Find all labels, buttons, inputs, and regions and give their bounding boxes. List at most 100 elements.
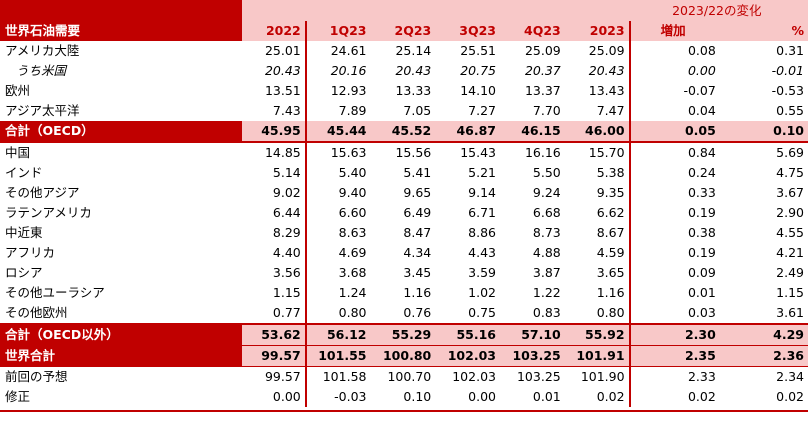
value-cell: 3.59 [468, 265, 496, 280]
value-cell: 53.62 [242, 324, 306, 346]
change-title: 2023/22の変化 [629, 0, 808, 21]
row-label: インド [5, 165, 43, 180]
value-cell: 1.24 [304, 283, 371, 303]
value-cell: 9.02 [272, 185, 301, 200]
value-cell: 13.37 [524, 83, 561, 98]
value-cell: 7.27 [468, 103, 496, 118]
table-row: その他ユーラシア 1.15 1.24 1.16 1.02 1.22 1.16 0.01 1.15 [0, 283, 808, 303]
table-row: その他アジア 9.02 9.40 9.65 9.14 9.24 9.35 0.33 3.67 [0, 183, 808, 203]
value-cell: 1.02 [468, 285, 496, 300]
value-cell: 15.63 [304, 142, 371, 163]
value-cell: 15.70 [588, 145, 625, 160]
value-cell: 7.47 [596, 103, 625, 118]
table-row: 合計（OECD） 45.95 45.44 45.52 46.87 46.15 46.00 0.… [0, 121, 808, 143]
row-label: 修正 [5, 389, 31, 404]
value-cell: 5.50 [532, 165, 561, 180]
table-row: その他欧州 0.77 0.80 0.76 0.75 0.83 0.80 0.03 3.61 [0, 303, 808, 325]
value-cell: 6.60 [304, 203, 371, 223]
world-oil-demand-table: 2023/22の変化 世界石油需要 2022 1Q23 2Q23 3Q23 4Q… [0, 0, 808, 407]
change-percent-cell: 2.90 [776, 205, 804, 220]
value-cell: 46.15 [499, 121, 565, 143]
value-cell: 100.70 [370, 366, 436, 387]
row-label: アジア太平洋 [5, 103, 80, 118]
header-title-cell-top [0, 0, 243, 21]
change-increase-cell: 0.09 [628, 263, 720, 283]
period-header: 3Q23 [435, 21, 500, 41]
table-title: 世界石油需要 [0, 21, 243, 41]
value-cell: 14.85 [264, 145, 301, 160]
value-cell: 9.35 [596, 185, 625, 200]
value-cell: 3.65 [596, 265, 625, 280]
period-header: 4Q23 [499, 21, 565, 41]
change-percent-cell: 3.61 [719, 303, 808, 325]
row-label: 中国 [5, 145, 31, 160]
value-cell: 25.01 [264, 43, 301, 58]
change-percent-cell: 4.55 [776, 225, 804, 240]
change-increase-header: 増加 [628, 21, 720, 41]
change-percent-cell: -0.01 [771, 63, 804, 78]
value-cell: 20.37 [524, 63, 561, 78]
value-cell: 6.62 [596, 205, 625, 220]
value-cell: 5.14 [272, 165, 301, 180]
value-cell: 100.80 [370, 345, 436, 367]
table-row: アメリカ大陸 25.01 24.61 25.14 25.51 25.09 25.09 0.08… [0, 41, 808, 61]
value-cell: 8.73 [532, 225, 561, 240]
value-cell: 0.77 [242, 303, 306, 325]
change-increase-cell: 0.19 [628, 203, 720, 223]
change-increase-cell: 0.03 [628, 303, 720, 325]
value-cell: 1.16 [403, 285, 432, 300]
value-cell: 9.65 [403, 185, 432, 200]
value-cell: 9.40 [304, 183, 371, 203]
table-row: ロシア 3.56 3.68 3.45 3.59 3.87 3.65 0.09 2.49 [0, 263, 808, 283]
value-cell: 5.21 [468, 165, 496, 180]
value-cell: 99.57 [242, 345, 306, 367]
value-cell: 55.29 [370, 324, 436, 346]
change-increase-cell: 2.33 [628, 366, 720, 387]
value-cell: 0.80 [564, 303, 630, 325]
period-header: 1Q23 [304, 21, 371, 41]
change-percent-cell: 5.69 [776, 145, 804, 160]
change-increase-cell: 0.04 [628, 101, 720, 121]
table-row: 世界合計 99.57 101.55 100.80 102.03 103.25 101.91 2… [0, 345, 808, 367]
row-label: 前回の予想 [0, 366, 243, 387]
value-cell: 8.86 [468, 225, 496, 240]
value-cell: 55.92 [564, 324, 630, 346]
value-cell: 8.29 [272, 225, 301, 240]
period-header: 2023 [564, 21, 630, 41]
value-cell: 5.41 [403, 165, 432, 180]
value-cell: 20.43 [395, 63, 432, 78]
value-cell: 16.16 [524, 145, 561, 160]
value-cell: 4.43 [468, 245, 496, 260]
value-cell: 99.57 [242, 366, 306, 387]
value-cell: 4.88 [532, 245, 561, 260]
value-cell: 13.33 [395, 83, 432, 98]
table-bottom-rule [0, 410, 808, 412]
value-cell: 3.68 [304, 263, 371, 283]
value-cell: 1.15 [272, 285, 301, 300]
value-cell: 101.58 [304, 366, 371, 387]
value-cell: 9.24 [532, 185, 561, 200]
value-cell: 20.43 [264, 63, 301, 78]
value-cell: 7.70 [532, 103, 561, 118]
value-cell: 25.09 [588, 43, 625, 58]
value-cell: 103.25 [499, 366, 565, 387]
period-header: 2022 [242, 21, 306, 41]
value-cell: 9.14 [468, 185, 496, 200]
row-label: ラテンアメリカ [5, 205, 92, 220]
change-increase-cell: 0.02 [628, 387, 720, 407]
value-cell: 20.43 [588, 63, 625, 78]
table-row: 合計（OECD以外） 53.62 56.12 55.29 55.16 57.10 55.92… [0, 324, 808, 346]
value-cell: 13.51 [264, 83, 301, 98]
row-label: その他欧州 [0, 303, 243, 325]
value-cell: 8.67 [596, 225, 625, 240]
row-label: 欧州 [5, 83, 31, 98]
change-percent-header: % [719, 21, 808, 41]
value-cell: 55.16 [435, 324, 500, 346]
change-percent-cell: 2.34 [719, 366, 808, 387]
table-row: 欧州 13.51 12.93 13.33 14.10 13.37 13.43 -0.07 -0.… [0, 81, 808, 101]
value-cell: 46.00 [564, 121, 630, 143]
value-cell: 14.10 [460, 83, 496, 98]
value-cell: 15.56 [395, 145, 432, 160]
value-cell: 102.03 [435, 366, 500, 387]
